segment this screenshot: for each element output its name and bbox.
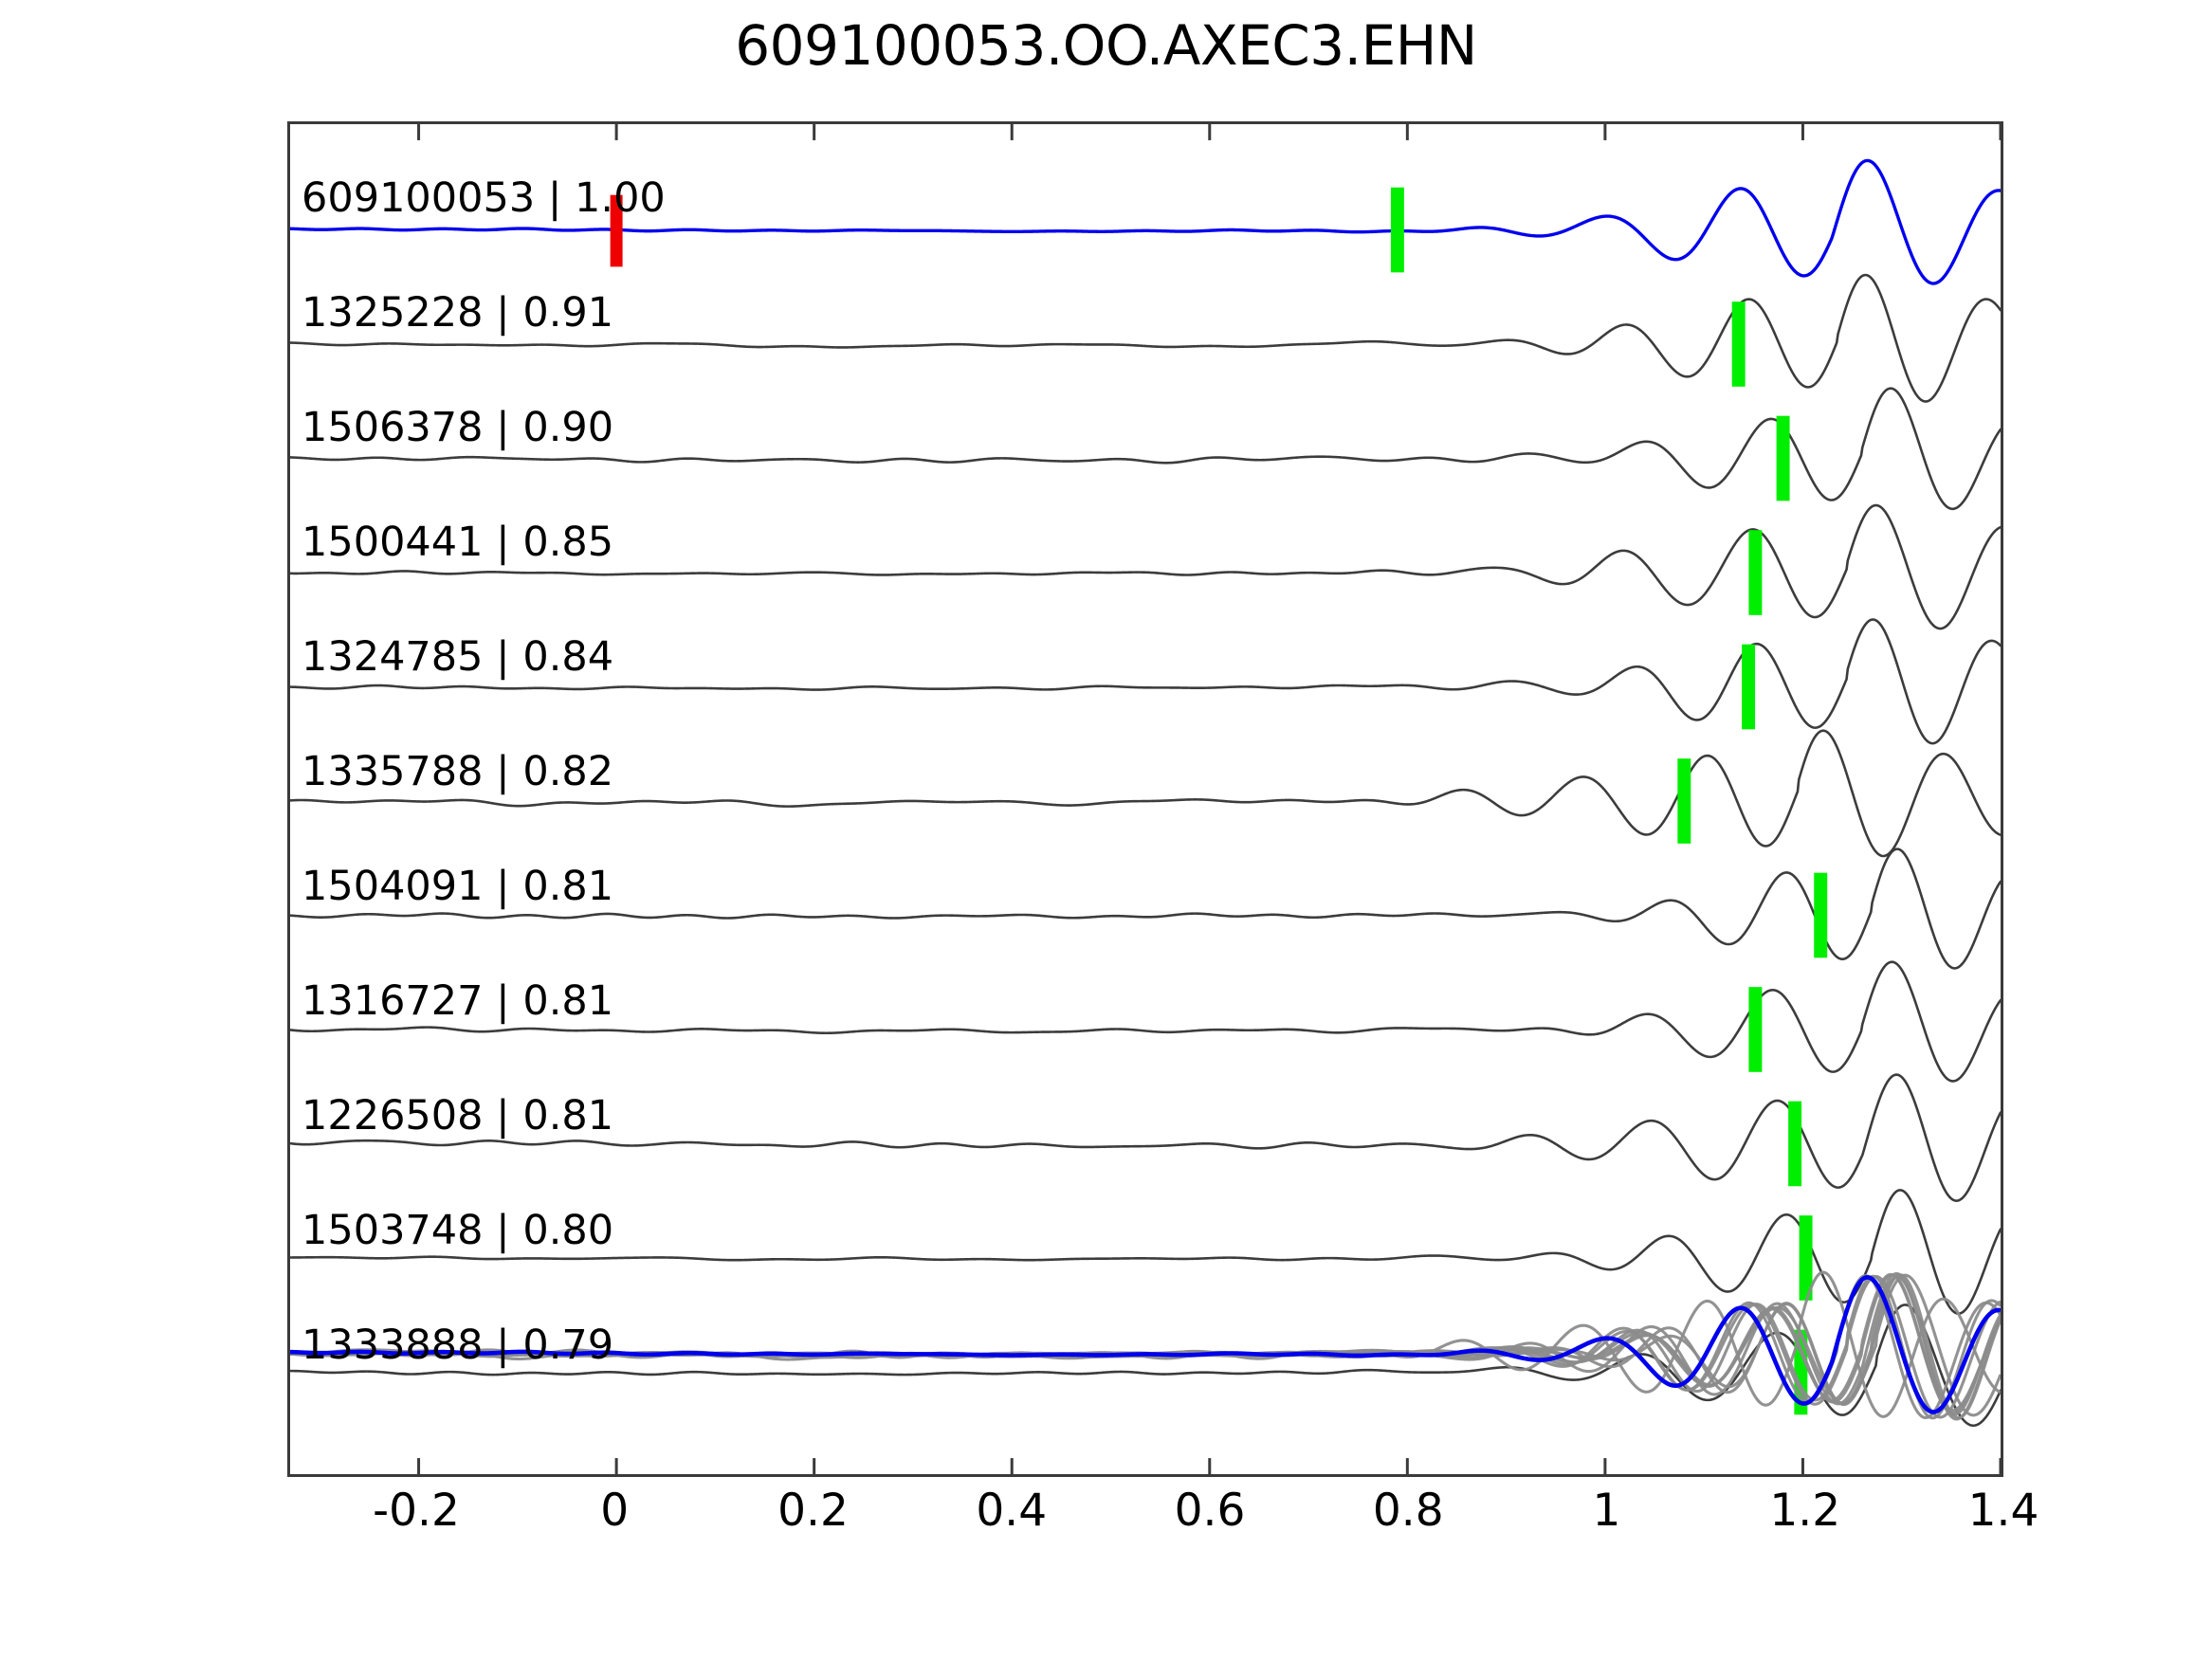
pick-marker-green-1325228 — [1731, 301, 1746, 387]
pick-marker-green-1506378 — [1776, 415, 1790, 501]
waveform-trace-1335788 — [290, 729, 2001, 858]
x-tick-label-1: 0 — [600, 1485, 630, 1537]
x-tick-label-8: 1.4 — [1967, 1485, 2039, 1537]
x-tick-label-5: 0.8 — [1372, 1485, 1444, 1537]
waveform-trace-1504091 — [290, 848, 2001, 970]
x-tick-label-4: 0.6 — [1174, 1485, 1246, 1537]
waveform-trace-609100053 — [290, 158, 2001, 285]
waveform-trace-1506378 — [290, 387, 2001, 511]
pick-marker-green-1504091 — [1814, 872, 1828, 958]
waveform-trace-1500441 — [290, 503, 2001, 630]
stack-template-trace — [290, 1275, 2001, 1414]
waveform-canvas — [290, 124, 2001, 1474]
pick-marker-green-1335788 — [1677, 758, 1691, 844]
x-tick-label-0: -0.2 — [373, 1485, 460, 1537]
x-axis-tick-labels: -0.2 0 0.2 0.4 0.6 0.8 1 1.2 1.4 — [287, 1485, 2038, 1560]
x-tick-label-3: 0.4 — [976, 1485, 1048, 1537]
pick-marker-green-1316727 — [1748, 987, 1763, 1072]
waveform-trace-1503748 — [290, 1189, 2001, 1315]
waveform-trace-1316727 — [290, 960, 2001, 1083]
stack-overlay-trace-1333888 — [290, 1273, 2001, 1417]
x-tick-label-7: 1.2 — [1769, 1485, 1841, 1537]
pick-marker-green-1226508 — [1788, 1101, 1802, 1187]
pick-marker-green-609100053 — [1390, 187, 1404, 273]
waveform-trace-1333888 — [290, 1304, 2001, 1428]
waveform-trace-1324785 — [290, 618, 2001, 745]
pick-marker-green-1324785 — [1742, 644, 1756, 730]
plot-area — [287, 121, 2003, 1477]
pick-marker-green-1503748 — [1799, 1215, 1813, 1301]
waveform-trace-1226508 — [290, 1073, 2001, 1202]
pick-marker-green-1500441 — [1748, 530, 1763, 615]
x-tick-label-2: 0.2 — [777, 1485, 849, 1537]
page-title: 609100053.OO.AXEC3.EHN — [735, 13, 1477, 78]
waveform-trace-1325228 — [290, 273, 2001, 403]
origin-marker-red-609100053 — [610, 194, 623, 267]
x-tick-label-6: 1 — [1592, 1485, 1621, 1537]
